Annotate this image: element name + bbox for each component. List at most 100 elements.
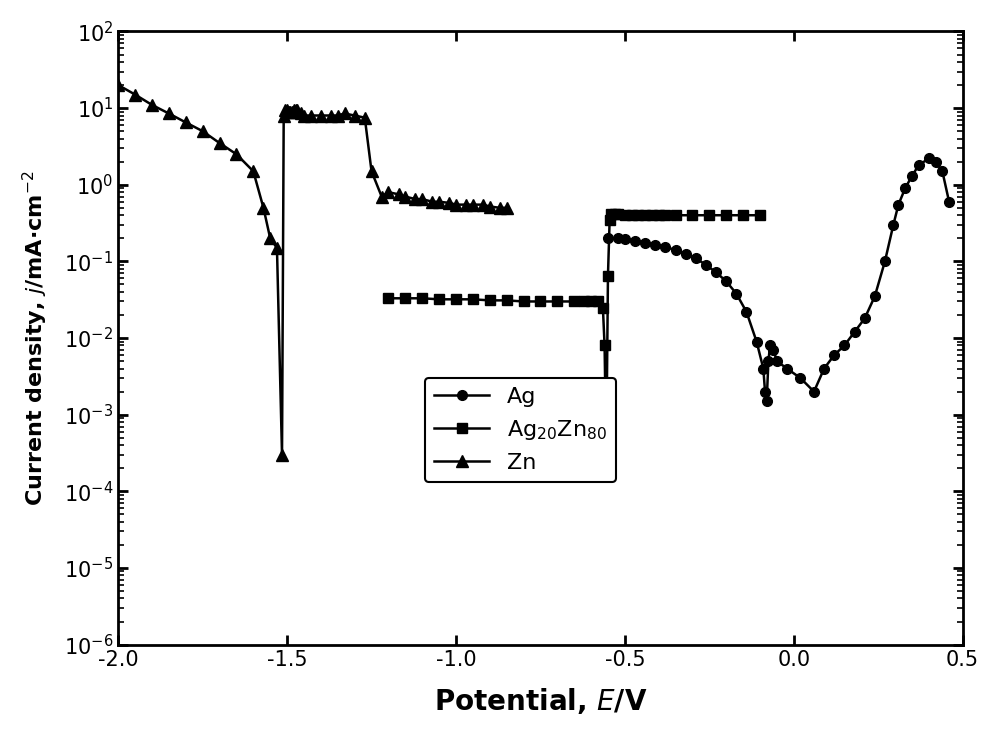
Ag$_{20}$Zn$_{80}$ [632,211,644,220]
Ag [639,238,651,247]
Legend: Ag, Ag$_{20}$Zn$_{80}$, Zn: Ag, Ag$_{20}$Zn$_{80}$, Zn [425,378,616,482]
Ag [762,357,774,366]
Ag$_{20}$Zn$_{80}$ [737,211,749,220]
Ag$_{20}$Zn$_{80}$ [703,211,715,220]
Ag [764,341,776,350]
Ag$_{20}$Zn$_{80}$ [609,209,621,218]
Ag [700,260,712,269]
Ag$_{20}$Zn$_{80}$ [382,294,394,303]
Ag [906,172,918,181]
Ag$_{20}$Zn$_{80}$ [399,294,411,303]
Ag$_{20}$Zn$_{80}$ [686,211,698,220]
Zn [230,150,242,158]
Zn [290,105,302,114]
Zn [494,203,506,212]
Ag [649,240,661,249]
Ag$_{20}$Zn$_{80}$ [450,295,462,304]
Zn [180,118,192,127]
Ag [690,254,702,262]
Zn [264,234,276,242]
Zn [298,111,310,120]
Zn [460,200,472,209]
Ag$_{20}$Zn$_{80}$ [433,295,445,304]
Ag$_{20}$Zn$_{80}$ [612,209,624,218]
Ag [879,257,891,266]
Ag [936,167,948,175]
Ag [670,245,682,254]
Ag$_{20}$Zn$_{80}$ [551,297,563,306]
Zn [484,202,496,211]
Zn [281,105,293,114]
Ag [751,337,763,346]
Ag$_{20}$Zn$_{80}$ [416,294,428,303]
Zn [366,167,378,175]
Ag [923,154,935,163]
Zn [325,111,337,120]
Ag$_{20}$Zn$_{80}$ [646,211,658,220]
Ag [720,277,732,286]
Ag [659,242,671,251]
Ag$_{20}$Zn$_{80}$ [605,209,617,218]
Zn [305,111,317,120]
Ag$_{20}$Zn$_{80}$ [484,296,496,305]
Ag [887,220,899,229]
Ag [838,341,850,350]
Zn [276,450,288,459]
Ag$_{20}$Zn$_{80}$ [754,211,766,220]
Ag [781,364,793,373]
Zn [279,105,291,114]
Ag$_{20}$Zn$_{80}$ [585,297,597,306]
Ag$_{20}$Zn$_{80}$ [602,271,614,280]
Zn [443,198,455,207]
Ag [680,250,692,259]
Zn [291,105,303,114]
Zn [416,195,428,203]
Zn [214,139,226,147]
Zn [426,198,438,206]
Ag$_{20}$Zn$_{80}$ [568,297,580,306]
Zn [283,107,295,116]
Zn [382,188,394,197]
Ag [849,327,861,336]
Zn [359,113,371,122]
Ag$_{20}$Zn$_{80}$ [619,211,631,220]
Y-axis label: Current density, $j$/mA·cm$^{-2}$: Current density, $j$/mA·cm$^{-2}$ [21,170,50,506]
Ag$_{20}$Zn$_{80}$ [518,297,530,306]
Zn [257,203,269,212]
Ag [913,161,925,170]
Zn [288,105,300,114]
Zn [339,109,351,118]
Ag [892,200,904,209]
Zn [284,107,296,116]
Zn [501,203,513,212]
Ag [619,234,631,243]
Zn [129,90,141,99]
Ag$_{20}$Zn$_{80}$ [720,211,732,220]
Ag$_{20}$Zn$_{80}$ [659,211,671,220]
Ag [629,237,641,245]
Ag$_{20}$Zn$_{80}$ [670,211,682,220]
Zn [450,200,462,209]
Ag$_{20}$Zn$_{80}$ [592,297,604,306]
Ag [808,387,820,396]
Ag [730,289,742,298]
Zn [146,100,158,109]
Zn [286,107,298,116]
Zn [393,190,405,199]
Ag [771,357,783,366]
Ag$_{20}$Zn$_{80}$ [653,211,665,220]
X-axis label: Potential, $E$/V: Potential, $E$/V [434,686,647,716]
Zn [315,111,327,120]
Zn [376,192,388,201]
Zn [349,111,361,120]
Ag$_{20}$Zn$_{80}$ [501,296,513,305]
Ag$_{20}$Zn$_{80}$ [600,450,612,459]
Ag$_{20}$Zn$_{80}$ [534,297,546,306]
Ag [859,314,871,323]
Zn [295,109,307,118]
Zn [163,109,175,118]
Zn [477,200,489,209]
Ag$_{20}$Zn$_{80}$ [597,303,609,312]
Line: Ag$_{20}$Zn$_{80}$: Ag$_{20}$Zn$_{80}$ [384,209,765,460]
Ag [869,292,881,301]
